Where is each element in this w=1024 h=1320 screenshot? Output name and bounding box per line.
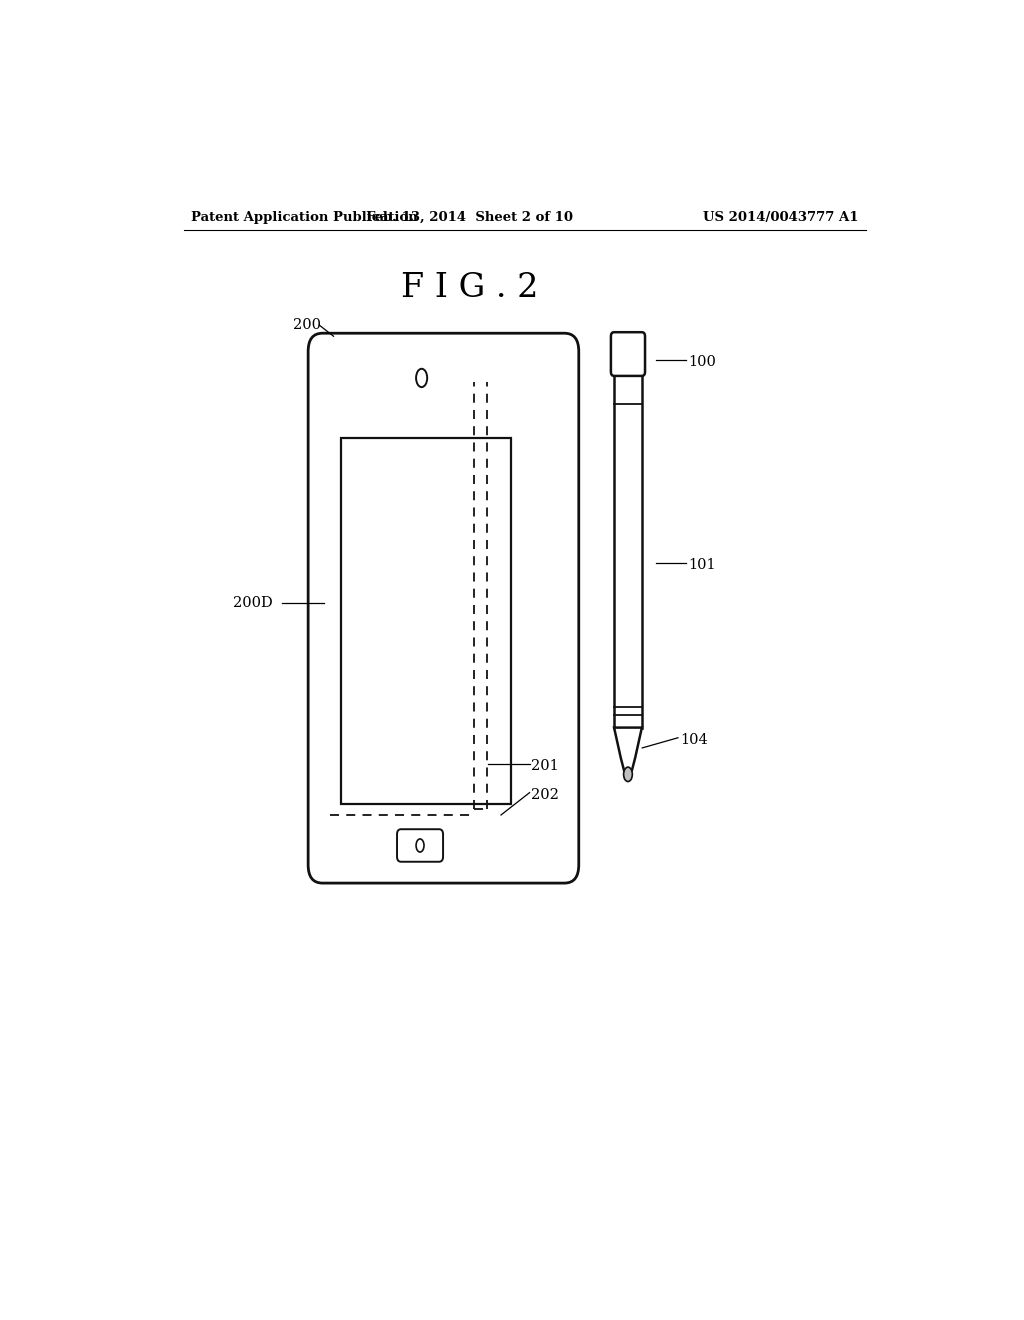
Text: 104: 104 [680,733,708,747]
Text: 100: 100 [688,355,716,368]
Bar [341,438,511,804]
Text: 200: 200 [293,318,321,333]
Text: 101: 101 [688,558,716,572]
Text: 200D: 200D [232,595,272,610]
Text: 202: 202 [531,788,559,801]
FancyBboxPatch shape [397,829,443,862]
Ellipse shape [624,767,633,781]
Text: F I G . 2: F I G . 2 [400,272,538,305]
Text: US 2014/0043777 A1: US 2014/0043777 A1 [702,211,858,224]
Bar [614,372,642,727]
Text: Patent Application Publication: Patent Application Publication [191,211,418,224]
FancyBboxPatch shape [611,333,645,376]
Text: 201: 201 [531,759,559,774]
Text: Feb. 13, 2014  Sheet 2 of 10: Feb. 13, 2014 Sheet 2 of 10 [366,211,572,224]
FancyBboxPatch shape [308,333,579,883]
Polygon shape [614,727,642,771]
